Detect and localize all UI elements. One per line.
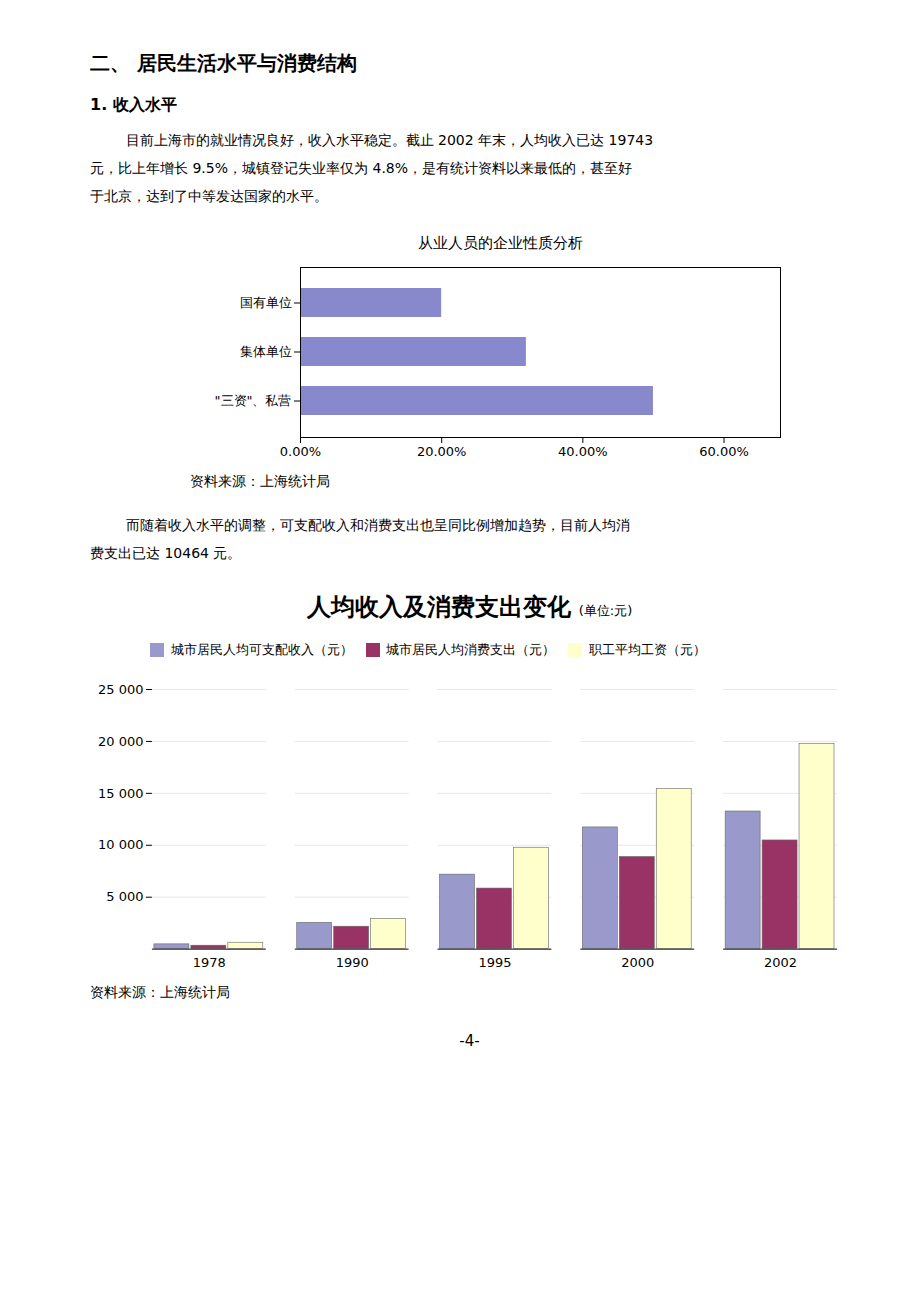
html-text:元，比上年增长 9.5%，城镇登记失业率仅为 4.8%，是有: 元，比上年增长 9.5%，城镇登记失业率仅为 4.8%，是有统计资料以来最低的，…	[90, 160, 632, 176]
svg-text:国有单位: 国有单位	[240, 295, 292, 310]
svg-text:"三资"、私营: "三资"、私营	[215, 393, 292, 408]
svg-text:集体单位: 集体单位	[240, 344, 292, 359]
svg-text:20 000: 20 000	[98, 733, 143, 748]
svg-text:1995: 1995	[478, 955, 511, 970]
html-text:于北京，达到了中等发达国家的水平。: 于北京，达到了中等发达国家的水平。	[90, 188, 328, 204]
html-text:城市居民人均可支配收入（元）: 城市居民人均可支配收入（元）	[170, 641, 353, 657]
svg-text:60.00%: 60.00%	[699, 444, 749, 459]
html-text:费支出已达 10464 元。: 费支出已达 10464 元。	[90, 545, 242, 561]
svg-text:1978: 1978	[193, 955, 226, 970]
svg-text:25 000: 25 000	[98, 681, 143, 696]
svg-text:10 000: 10 000	[98, 837, 143, 852]
html-text:资料来源：上海统计局: 资料来源：上海统计局	[90, 984, 230, 1001]
svg-text:40.00%: 40.00%	[558, 444, 608, 459]
svg-text:2002: 2002	[764, 955, 797, 970]
svg-text:20.00%: 20.00%	[417, 444, 467, 459]
html-text:1. 收入水平: 1. 收入水平	[90, 95, 177, 114]
svg-text:0.00%: 0.00%	[280, 444, 321, 459]
html-text:人均收入及消费支出变化 (单位:元): 人均收入及消费支出变化 (单位:元)	[306, 593, 633, 621]
svg-text:2000: 2000	[621, 955, 654, 970]
html-text:而随着收入水平的调整，可支配收入和消费支出也呈同比例增加趋势: 而随着收入水平的调整，可支配收入和消费支出也呈同比例增加趋势，目前人均消	[90, 517, 630, 533]
html-text:-4-: -4-	[459, 1032, 480, 1051]
svg-text:1990: 1990	[336, 955, 369, 970]
html-text:目前上海市的就业情况良好，收入水平稳定。截止 2002 年末: 目前上海市的就业情况良好，收入水平稳定。截止 2002 年末，人均收入已达 19…	[90, 132, 654, 148]
html-text:职工平均工资（元）: 职工平均工资（元）	[588, 641, 706, 657]
html-text:资料来源：上海统计局: 资料来源：上海统计局	[190, 473, 330, 489]
html-text:城市居民人均消费支出（元）: 城市居民人均消费支出（元）	[386, 641, 555, 657]
html-text:二、 居民生活水平与消费结构: 二、 居民生活水平与消费结构	[90, 51, 357, 75]
svg-text:5 000: 5 000	[106, 889, 143, 904]
svg-text:15 000: 15 000	[98, 785, 143, 800]
html-text:从业人员的企业性质分析: 从业人员的企业性质分析	[417, 234, 583, 252]
